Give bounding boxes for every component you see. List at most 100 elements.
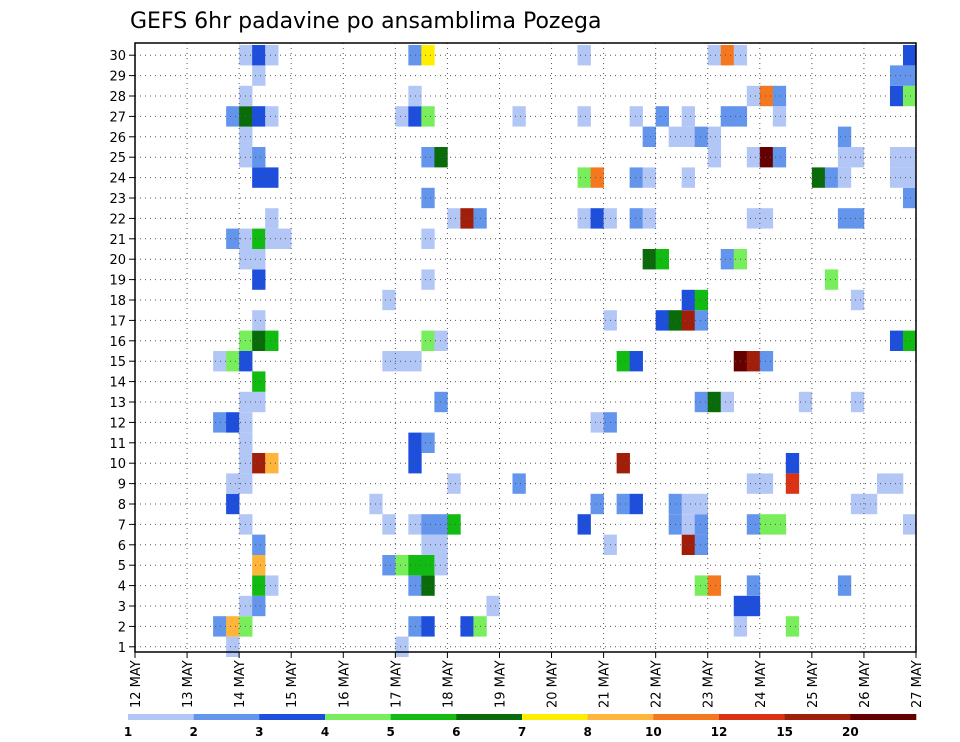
- heatmap-cell: [746, 595, 761, 617]
- x-tick-label: 22 MAY: [650, 660, 665, 708]
- x-tick-label: 17 MAY: [389, 660, 404, 708]
- heatmap-cell: [785, 473, 800, 494]
- heatmap-cell: [252, 65, 266, 86]
- heatmap-cell: [694, 534, 709, 555]
- heatmap-cell: [746, 208, 761, 229]
- colorbar-swatch: [587, 714, 654, 720]
- heatmap-cell: [395, 351, 409, 372]
- heatmap-cell: [889, 85, 904, 107]
- x-tick-label: 25 MAY: [806, 660, 821, 708]
- heatmap-cell: [850, 147, 865, 168]
- y-tick-label: 10: [109, 457, 126, 472]
- x-tick-label: 18 MAY: [441, 660, 456, 708]
- heatmap-cell: [421, 616, 435, 637]
- colorbar-swatch: [850, 714, 917, 720]
- heatmap-cell: [226, 412, 240, 433]
- heatmap-cell: [252, 391, 266, 413]
- x-tick-label: 26 MAY: [858, 660, 873, 708]
- heatmap-cell: [681, 534, 696, 555]
- colorbar: 1 2 3 4 5 6 7 8 10 12 15 20: [124, 714, 917, 739]
- heatmap-cell: [785, 616, 800, 637]
- y-tick-label: 6: [118, 539, 126, 554]
- heatmap-cell: [616, 453, 630, 474]
- heatmap-cell: [382, 351, 396, 372]
- heatmap-cell: [837, 208, 852, 229]
- heatmap-cell: [382, 514, 396, 535]
- x-tick-label: 21 MAY: [598, 660, 613, 708]
- heatmap-cell: [824, 269, 839, 290]
- y-tick-label: 16: [109, 335, 126, 350]
- colorbar-label: 8: [583, 725, 591, 739]
- chart-title: GEFS 6hr padavine po ansamblima Pozega: [130, 9, 601, 34]
- heatmap-cell: [252, 595, 266, 617]
- heatmap-cell: [434, 514, 448, 535]
- heatmap-cell: [460, 616, 474, 637]
- heatmap-cell: [265, 208, 279, 229]
- heatmap-cell: [252, 575, 266, 596]
- heatmap-cell: [447, 473, 461, 494]
- colorbar-label: 2: [189, 725, 197, 739]
- heatmap-cell: [681, 106, 696, 127]
- plot-frame: [134, 42, 917, 653]
- heatmap-cell: [759, 147, 774, 168]
- heatmap-cell: [694, 126, 709, 147]
- heatmap-cell: [655, 106, 669, 127]
- heatmap-cell: [265, 45, 279, 66]
- y-tick-label: 2: [118, 620, 126, 635]
- heatmap-cell: [759, 351, 774, 372]
- y-tick-label: 25: [109, 151, 126, 166]
- heatmap-cell: [252, 453, 266, 474]
- heatmap-cell: [252, 228, 266, 249]
- heatmap-cell: [759, 208, 774, 229]
- heatmap-cell: [577, 208, 591, 229]
- y-tick-label: 9: [118, 478, 126, 493]
- heatmap-cell: [889, 167, 904, 188]
- heatmap-cell: [590, 167, 604, 188]
- heatmap-cell: [889, 147, 904, 168]
- heatmap-cell: [772, 514, 787, 535]
- heatmap-cell: [759, 473, 774, 494]
- heatmap-cell: [421, 228, 435, 249]
- heatmap-cell: [252, 167, 266, 188]
- heatmap-cell: [902, 514, 917, 535]
- heatmap-cell: [486, 595, 500, 617]
- heatmap-cell: [421, 147, 435, 168]
- heatmap-cell: [512, 473, 526, 494]
- heatmap-cell: [837, 575, 852, 596]
- heatmap-cell: [590, 412, 604, 433]
- heatmap-cell: [421, 534, 435, 555]
- heatmap-cell: [213, 412, 227, 433]
- heatmap-cell: [395, 636, 409, 657]
- heatmap-cell: [694, 514, 709, 535]
- x-tick-label: 20 MAY: [546, 660, 561, 708]
- heatmap-cell: [681, 493, 696, 515]
- heatmap-cell: [707, 391, 722, 413]
- heatmap-cell: [629, 493, 643, 515]
- y-tick-label: 23: [109, 192, 126, 207]
- heatmap-cell: [213, 351, 227, 372]
- colorbar-swatch: [325, 714, 391, 720]
- y-tick-label: 20: [109, 253, 126, 268]
- heatmap-cell: [265, 330, 279, 351]
- heatmap-cell: [434, 391, 448, 413]
- heatmap-cell: [746, 514, 761, 535]
- colorbar-swatch: [784, 714, 851, 720]
- heatmap-cell: [681, 126, 696, 147]
- heatmap-cell: [252, 45, 266, 66]
- heatmap-cell: [421, 106, 435, 127]
- colorbar-label: 5: [386, 725, 394, 739]
- heatmap-cell: [655, 310, 669, 331]
- heatmap-cell: [252, 147, 266, 168]
- heatmap-cell: [213, 616, 227, 637]
- heatmap-cell: [681, 289, 696, 311]
- heatmap-cell: [902, 187, 917, 209]
- heatmap-cell: [590, 493, 604, 515]
- heatmap-cell: [850, 289, 865, 311]
- colorbar-swatch: [456, 714, 523, 720]
- y-tick-label: 5: [118, 559, 126, 574]
- colorbar-label: 3: [255, 725, 263, 739]
- heatmap-cell: [746, 351, 761, 372]
- heatmap-cell: [720, 391, 735, 413]
- heatmap-cell: [694, 575, 709, 596]
- heatmap-cell: [772, 85, 787, 107]
